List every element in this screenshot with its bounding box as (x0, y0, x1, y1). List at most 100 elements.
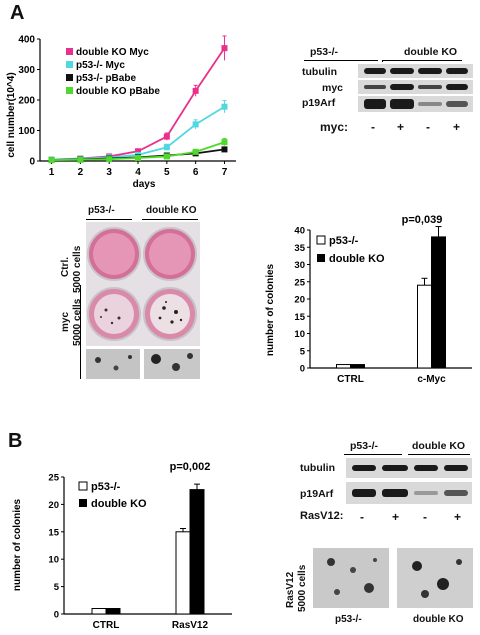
bar-a-y-tick-label: 20 (294, 295, 305, 306)
ras-caption-p53: p53-/- (335, 614, 362, 625)
growth-point (163, 144, 170, 151)
blot-b-sign-3: - (423, 510, 427, 524)
plates-col-p53: p53-/- (88, 205, 115, 216)
bar-b-y-tick-label: 10 (48, 555, 59, 566)
bar-b-bar (105, 608, 121, 615)
bar-b-y-tick-label: 0 (54, 610, 59, 621)
blot-b-header-p53: p53-/- (350, 440, 379, 452)
blot-a-sign-2: + (397, 120, 405, 134)
growth-y-tick-label: 0 (29, 157, 35, 168)
growth-x-tick-label: 1 (49, 167, 55, 178)
bar-a-bar (336, 364, 351, 369)
bar-a-x-tick-label: c-Myc (417, 374, 446, 385)
growth-point (221, 146, 228, 153)
blot-a-header-line-p53 (304, 60, 378, 61)
growth-y-tick-label: 300 (18, 65, 35, 76)
legend-swatch-p53-pbabe (66, 74, 73, 81)
bar-b-x-tick-label: RasV12 (172, 620, 209, 631)
bar-a-ylabel: number of colonies (265, 263, 276, 356)
growth-legend: double KO Myc p53-/- Myc p53-/- pBabe do… (66, 47, 160, 97)
blot-a-tubulin-strip (358, 64, 473, 78)
bar-b-y-tick-label: 25 (48, 473, 59, 484)
bar-b-bar (91, 608, 107, 615)
bar-b-pvalue: p=0,002 (170, 461, 211, 473)
growth-x-tick-label: 4 (135, 167, 141, 178)
bar-a-bar (431, 236, 446, 369)
bar-a-bar (350, 364, 365, 369)
plate-photo (86, 222, 200, 379)
bar-b-legend-dko: double KO (91, 498, 147, 510)
plates-row1-label-b: 5000 cells (72, 245, 83, 293)
plates-col-dko: double KO (146, 205, 197, 216)
bar-b-y-tick-label: 20 (48, 500, 59, 511)
growth-y-tick-label: 100 (18, 126, 35, 137)
blot-a-row-myc: myc (322, 82, 344, 94)
bar-b-legend: p53-/- double KO (78, 481, 147, 510)
growth-xlabel: days (133, 179, 156, 190)
bar-a-y-tick-label: 35 (294, 243, 305, 254)
growth-y-tick-label: 400 (18, 35, 35, 46)
growth-point (192, 148, 199, 155)
blot-b-p19arf-strip (346, 482, 472, 504)
bar-chart-a: 0 5 10 15 20 25 30 35 40 CTRL c-Myc number of colo… (265, 214, 472, 385)
blot-a-sign-1: - (371, 120, 375, 134)
growth-point (106, 156, 113, 163)
blot-a-sign-4: + (453, 120, 461, 134)
blot-a-header-p53: p53-/- (310, 46, 339, 58)
growth-x-tick-label: 5 (164, 167, 170, 178)
bar-b-y-tick-label: 15 (48, 527, 59, 538)
blot-a-sign-3: - (426, 120, 430, 134)
legend-swatch-p53-myc (66, 61, 73, 68)
blot-b-sign-1: - (360, 510, 364, 524)
blot-a-p19arf-strip (358, 96, 473, 112)
bar-a-bar (417, 284, 432, 369)
blot-b-header-dko: double KO (412, 440, 466, 452)
bar-a-legend: p53-/- double KO (316, 235, 385, 265)
growth-point (135, 154, 141, 161)
blot-b-tubulin-strip (346, 458, 472, 478)
blot-b-sign-4: + (454, 510, 462, 524)
panel-label-b: B (8, 430, 23, 452)
bar-b-y-tick-label: 5 (54, 582, 60, 593)
bar-a-y-tick-label: 10 (294, 329, 305, 340)
growth-point (192, 121, 199, 128)
blot-b-condition-label: RasV12: (300, 510, 344, 522)
plates-row2-label-b: 5000 cells (72, 298, 83, 346)
bar-b-ylabel: number of colonies (12, 498, 23, 591)
bar-a-legend-dko: double KO (329, 253, 385, 265)
legend-swatch-dko-pbabe (66, 87, 73, 94)
bar-a-y-tick-label: 5 (300, 346, 306, 357)
blot-b-sign-2: + (392, 510, 400, 524)
blot-a-header-line-dko (382, 60, 462, 61)
bar-b-legend-p53: p53-/- (91, 481, 121, 493)
ras-caption-dko: double KO (413, 614, 464, 625)
ras-side-label-b: 5000 cells (297, 564, 308, 612)
growth-x-tick-label: 6 (193, 167, 199, 178)
blot-a-row-p19arf: p19Arf (302, 97, 336, 109)
legend-p53-myc: p53-/- Myc (76, 60, 125, 71)
bar-a-pvalue: p=0,039 (402, 214, 443, 226)
growth-y-tick-label: 200 (18, 96, 35, 107)
blot-a-myc-strip (358, 80, 473, 94)
bar-a-x-tick-label: CTRL (337, 374, 364, 385)
bar-a-y-tick-label: 30 (294, 260, 305, 271)
growth-curve-chart: 0 100 200 300 400 1 2 3 4 5 6 7 cell number(10^4) d… (6, 35, 236, 190)
growth-point (135, 148, 141, 155)
bar-a-y-tick-label: 15 (294, 312, 305, 323)
growth-point (163, 133, 170, 140)
colony-plate-images: p53-/- double KO Ctrl. 5000 cells myc 50… (50, 205, 200, 380)
blot-a-condition-label: myc: (320, 120, 349, 134)
bar-a-y-tick-label: 0 (300, 364, 305, 375)
blot-a-row-tubulin: tubulin (302, 66, 337, 78)
legend-dko-myc: double KO Myc (76, 47, 149, 58)
growth-point (221, 45, 228, 52)
bar-a-legend-p53: p53-/- (329, 235, 359, 247)
legend-dko-pbabe: double KO pBabe (76, 86, 160, 97)
blot-b-row-tubulin: tubulin (300, 462, 335, 474)
bar-b-bar (189, 489, 205, 615)
blot-b-row-p19arf: p19Arf (300, 488, 334, 500)
blot-a-header-dko: double KO (404, 46, 458, 58)
growth-point (192, 87, 199, 94)
ras-side-label-a: RasV12 (285, 571, 296, 608)
